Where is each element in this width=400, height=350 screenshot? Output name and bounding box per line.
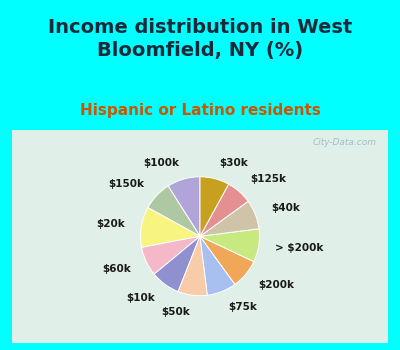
Wedge shape — [200, 177, 229, 236]
Text: $75k: $75k — [228, 302, 257, 312]
Text: $60k: $60k — [102, 264, 131, 274]
Text: $20k: $20k — [96, 219, 125, 229]
Text: $40k: $40k — [271, 203, 300, 213]
Text: Income distribution in West
Bloomfield, NY (%): Income distribution in West Bloomfield, … — [48, 18, 352, 60]
Text: $30k: $30k — [219, 158, 248, 168]
Text: $100k: $100k — [143, 158, 179, 168]
Wedge shape — [200, 236, 235, 295]
Text: $150k: $150k — [108, 179, 144, 189]
Wedge shape — [200, 229, 260, 261]
Text: $10k: $10k — [126, 293, 155, 303]
Wedge shape — [200, 236, 254, 284]
Wedge shape — [200, 201, 259, 236]
Wedge shape — [154, 236, 200, 292]
Text: > $200k: > $200k — [275, 243, 324, 253]
Wedge shape — [168, 177, 200, 236]
Wedge shape — [200, 184, 248, 236]
Wedge shape — [142, 236, 200, 274]
Wedge shape — [148, 186, 200, 236]
Text: Hispanic or Latino residents: Hispanic or Latino residents — [80, 103, 320, 118]
Text: $200k: $200k — [259, 280, 295, 290]
Wedge shape — [178, 236, 208, 296]
Text: City-Data.com: City-Data.com — [313, 138, 377, 147]
Text: $50k: $50k — [162, 307, 190, 317]
Wedge shape — [140, 208, 200, 247]
Text: $125k: $125k — [250, 174, 286, 184]
